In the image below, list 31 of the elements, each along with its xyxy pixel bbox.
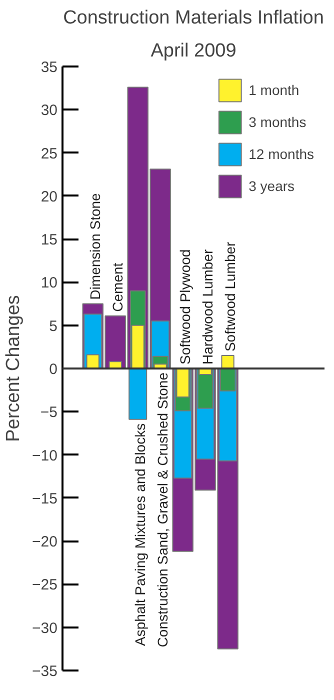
legend-label: 12 months: [248, 146, 314, 162]
y-tick-label: 15: [40, 232, 58, 249]
y-tick-label: −20: [32, 534, 58, 551]
x-tick-label: Softwood Plywood: [176, 249, 193, 364]
y-tick-label: −5: [40, 404, 58, 422]
x-tick-label: Dimension Stone: [86, 192, 103, 300]
y-tick-label: −10: [32, 447, 58, 464]
y-tick-label: 20: [40, 188, 58, 206]
y-axis-title: Percent Changes: [3, 295, 24, 442]
x-tick-label: Cement: [109, 262, 126, 312]
y-tick-label: 5: [49, 318, 58, 335]
legend-label: 3 months: [248, 114, 306, 130]
bar: [128, 368, 148, 420]
chart-subtitle: April 2009: [150, 40, 236, 62]
y-tick-label: −25: [32, 576, 58, 594]
legend-label: 1 month: [248, 82, 300, 98]
y-tick-label: −30: [32, 620, 58, 637]
chart-title: Construction Materials Inflation: [63, 8, 324, 28]
legend-label: 3 years: [248, 178, 295, 194]
y-tick-label: 30: [40, 102, 58, 120]
x-tick-label: Softwood Lumber: [222, 241, 238, 352]
y-tick-label: 10: [40, 274, 58, 292]
x-tick-label: Hardwood Lumber: [199, 248, 216, 364]
x-tick-label: Asphalt Paving Mixtures and Blocks: [132, 423, 148, 646]
bar: [221, 355, 234, 369]
y-tick-label: 35: [40, 59, 58, 76]
y-tick-label: 0: [49, 361, 58, 378]
y-tick-label: −35: [32, 663, 58, 680]
y-tick-label: 25: [40, 145, 58, 162]
y-tick-label: −15: [32, 490, 58, 508]
x-tick-label: Construction Sand, Gravel & Crushed Stone: [154, 372, 170, 648]
